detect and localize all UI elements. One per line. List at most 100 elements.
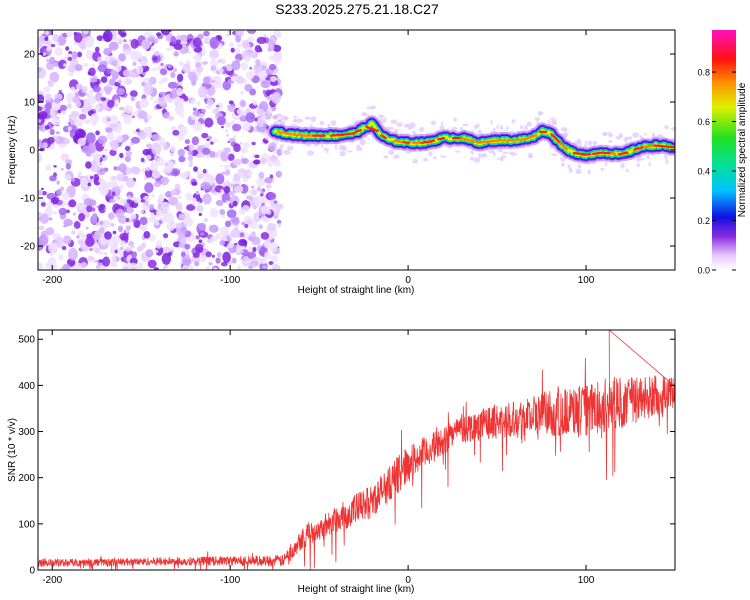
noise-speckle	[100, 181, 111, 192]
track-halo	[560, 156, 566, 162]
track-halo	[321, 143, 324, 149]
noise-speckle	[125, 150, 132, 157]
noise-speckle	[239, 142, 243, 145]
noise-speckle	[156, 157, 165, 166]
noise-speckle	[187, 50, 192, 55]
noise-speckle	[81, 261, 87, 268]
colorbar-tick-label: 0.8	[697, 68, 710, 78]
noise-speckle	[222, 251, 231, 263]
noise-speckle	[117, 65, 122, 70]
noise-speckle	[92, 248, 96, 252]
noise-speckle	[141, 60, 148, 67]
noise-speckle	[196, 205, 204, 212]
track-halo	[419, 126, 425, 132]
noise-speckle	[62, 235, 72, 245]
noise-speckle	[258, 224, 264, 230]
noise-speckle	[225, 220, 232, 228]
noise-speckle	[62, 264, 71, 270]
noise-speckle	[153, 100, 157, 104]
noise-speckle	[71, 51, 78, 60]
noise-speckle	[130, 244, 135, 249]
noise-speckle	[87, 255, 94, 262]
noise-speckle	[221, 171, 226, 175]
noise-speckle	[192, 107, 197, 112]
noise-speckle	[143, 117, 149, 123]
noise-speckle	[73, 118, 84, 127]
noise-speckle	[155, 240, 163, 249]
noise-speckle	[72, 212, 76, 216]
noise-speckle	[99, 220, 104, 225]
track-halo	[462, 123, 469, 127]
noise-speckle	[192, 252, 200, 258]
track-halo	[538, 111, 544, 115]
track-halo	[575, 168, 582, 175]
noise-speckle	[265, 184, 272, 189]
track-halo	[310, 116, 317, 123]
noise-speckle	[130, 136, 141, 144]
track-halo	[577, 163, 581, 169]
noise-speckle	[179, 34, 189, 42]
track-halo	[551, 122, 557, 126]
noise-speckle	[153, 267, 159, 270]
noise-speckle	[42, 142, 48, 149]
noise-speckle	[108, 41, 119, 51]
spectrogram-image	[38, 30, 675, 270]
noise-speckle	[241, 207, 245, 211]
noise-speckle	[71, 177, 75, 182]
noise-speckle	[50, 43, 56, 48]
track-peak	[558, 142, 569, 151]
noise-speckle	[172, 67, 178, 73]
noise-speckle	[215, 257, 221, 264]
track-halo	[577, 141, 580, 144]
noise-speckle	[176, 87, 184, 97]
noise-speckle	[128, 39, 132, 42]
noise-speckle	[187, 150, 193, 156]
noise-speckle	[189, 160, 193, 165]
noise-speckle	[128, 218, 133, 224]
noise-speckle	[240, 61, 249, 71]
noise-speckle	[190, 115, 198, 121]
noise-speckle	[258, 47, 263, 53]
noise-speckle	[141, 39, 151, 50]
noise-speckle	[38, 225, 45, 231]
noise-speckle	[226, 209, 237, 219]
noise-speckle	[47, 136, 55, 144]
track-halo	[560, 162, 565, 167]
noise-speckle	[151, 47, 155, 51]
track-halo	[609, 133, 613, 137]
noise-speckle	[113, 87, 117, 90]
noise-speckle	[59, 143, 66, 149]
noise-speckle	[73, 32, 83, 43]
noise-speckle	[139, 101, 144, 108]
noise-speckle	[51, 103, 60, 112]
noise-speckle	[38, 189, 43, 196]
noise-speckle	[251, 189, 258, 196]
track-halo	[470, 151, 473, 155]
noise-speckle	[177, 148, 185, 157]
noise-speckle	[126, 206, 134, 214]
track-halo	[497, 148, 504, 152]
noise-speckle	[211, 254, 215, 258]
noise-speckle	[132, 111, 139, 116]
noise-speckle	[173, 43, 183, 50]
noise-speckle	[87, 182, 92, 187]
noise-speckle	[245, 112, 256, 123]
noise-speckle	[115, 208, 125, 219]
noise-speckle	[175, 222, 182, 229]
noise-speckle	[109, 115, 119, 123]
noise-speckle	[188, 144, 195, 152]
track-halo	[632, 132, 640, 138]
track-halo	[306, 150, 314, 156]
noise-speckle	[114, 99, 120, 105]
noise-speckle	[78, 213, 86, 222]
noise-speckle	[181, 251, 186, 258]
track-halo	[644, 132, 647, 136]
track-halo	[499, 156, 504, 162]
noise-speckle	[201, 132, 209, 139]
snr-series-line	[38, 330, 675, 570]
noise-speckle	[251, 185, 255, 189]
track-halo	[534, 117, 541, 121]
noise-speckle	[68, 71, 74, 77]
track-halo	[508, 151, 514, 155]
noise-speckle	[240, 155, 244, 159]
